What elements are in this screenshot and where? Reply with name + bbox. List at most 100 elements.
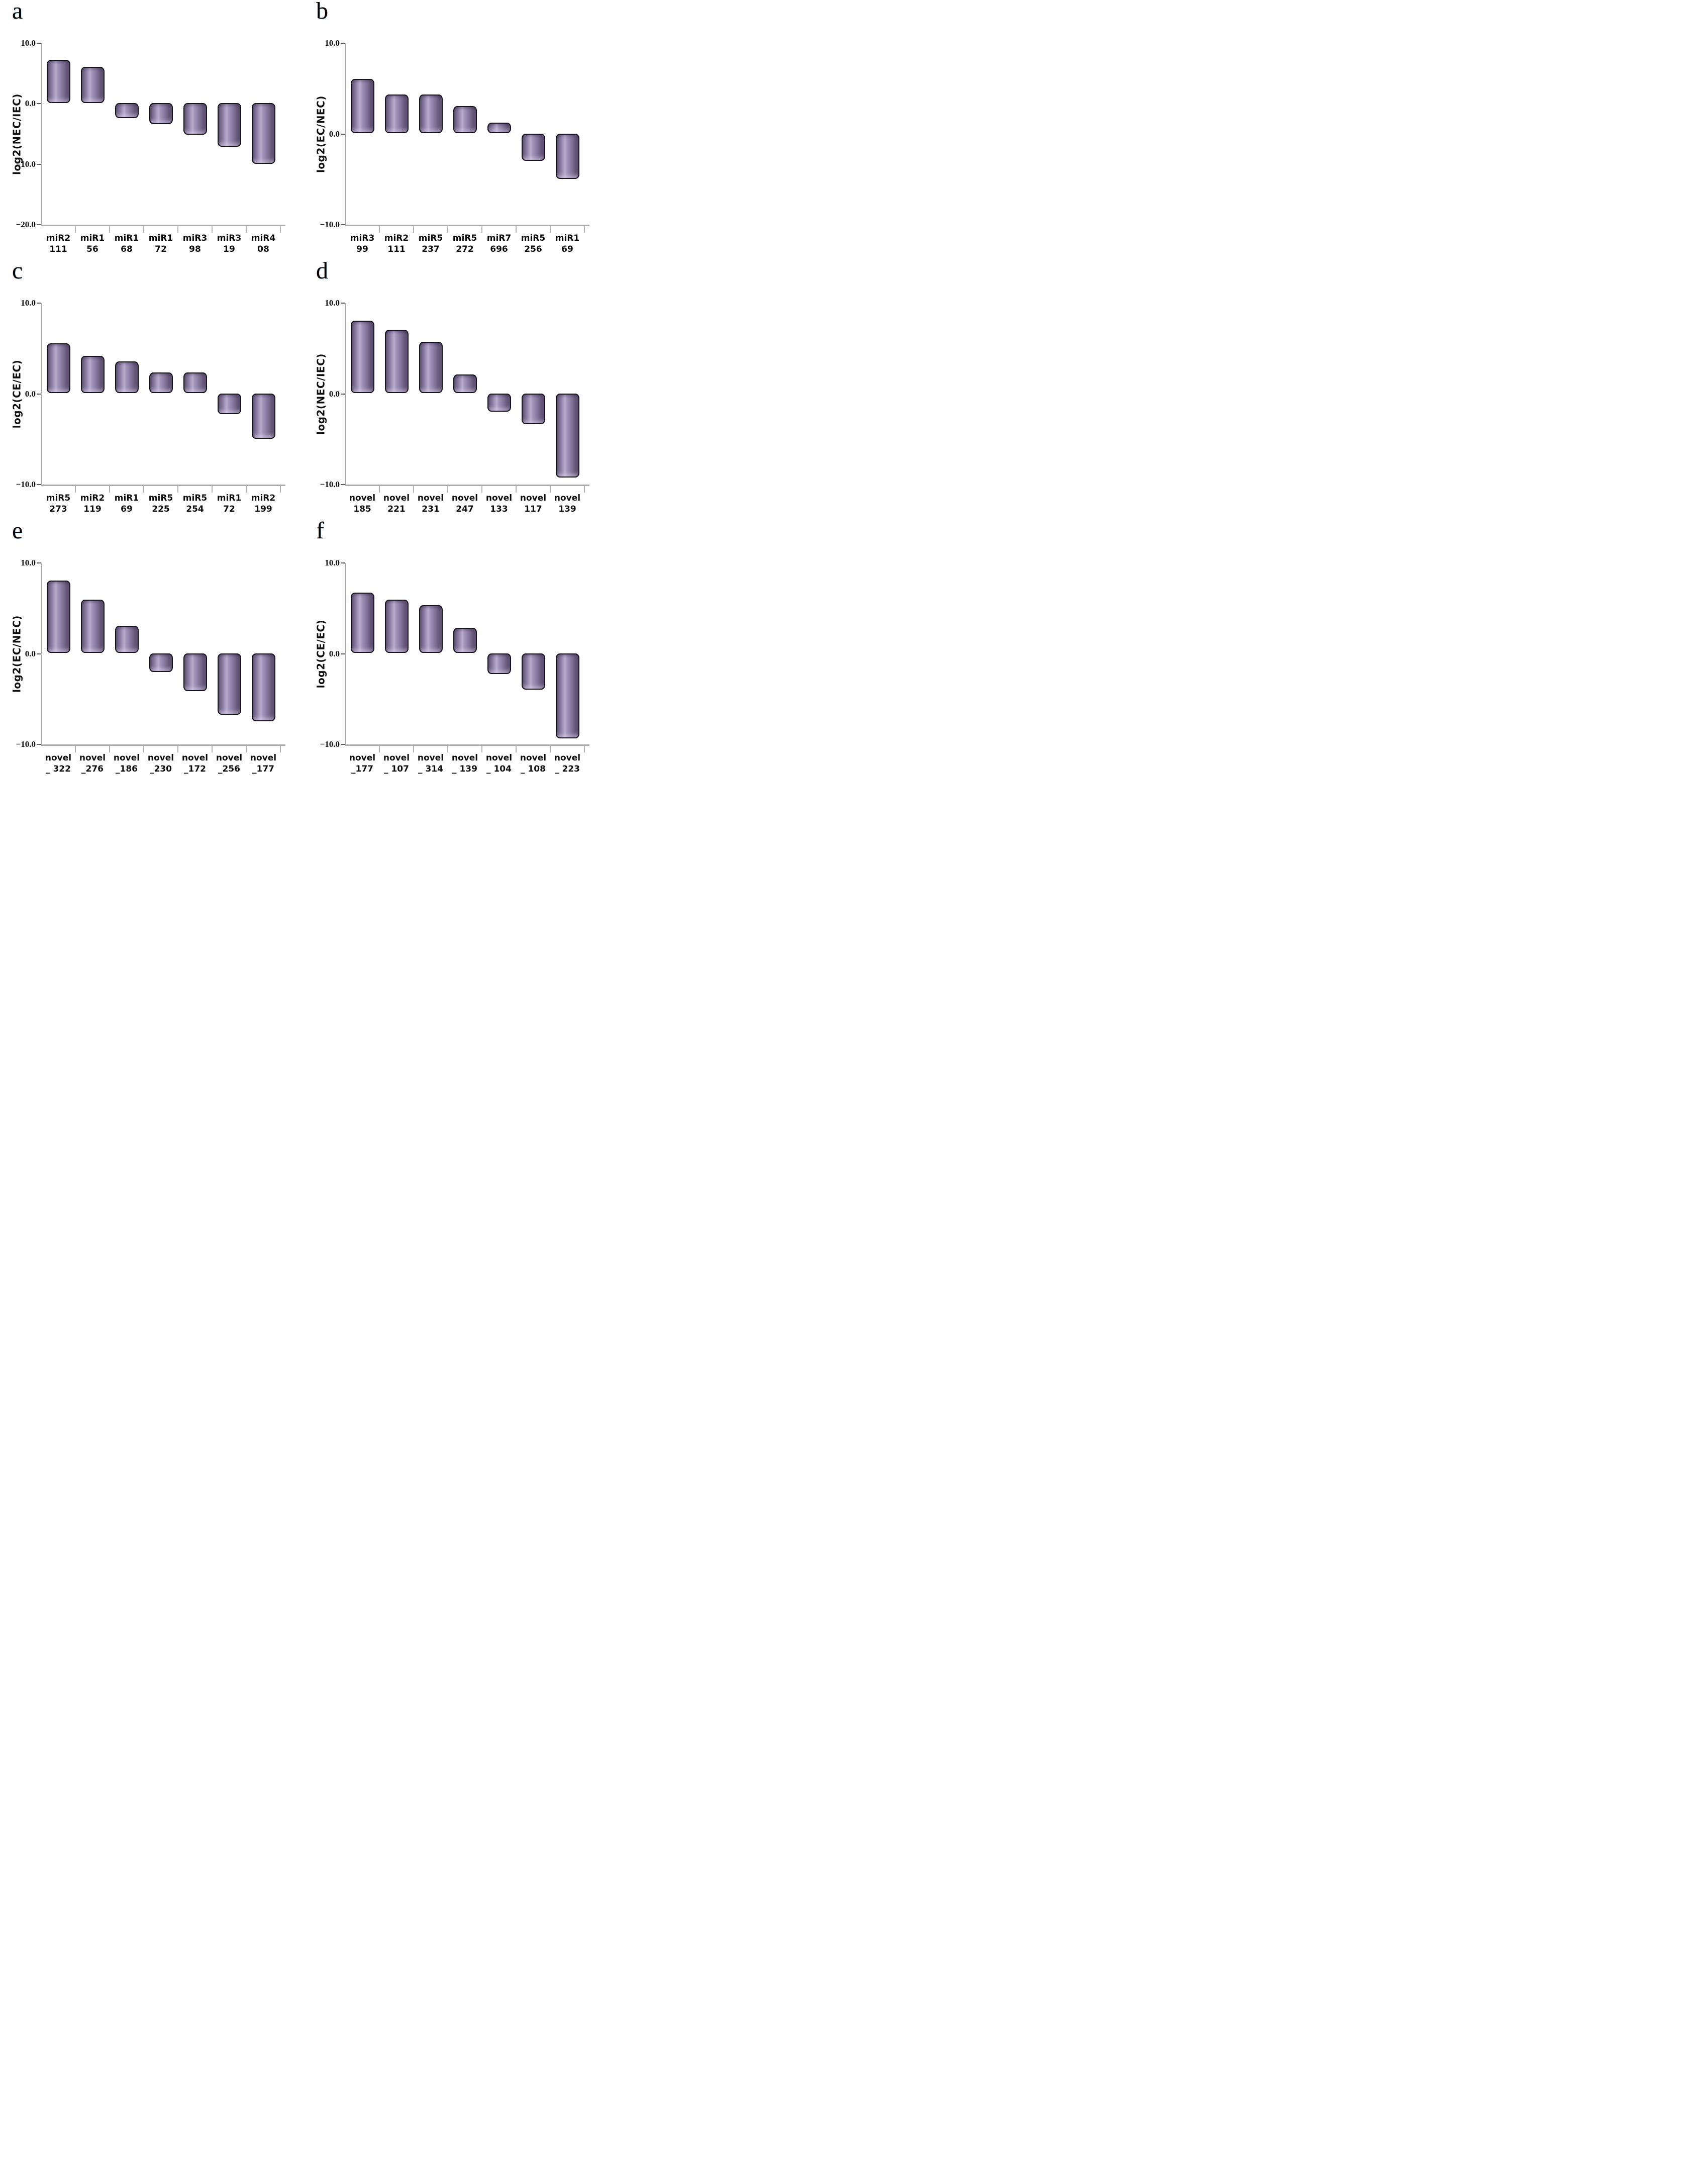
panel-f: f log2(CE/EC) 10.0 0.0 −10.0 novel _177 novel … — [304, 517, 608, 780]
x-category-label: novel _ 104 — [485, 753, 513, 774]
bar-novel_177 — [251, 653, 275, 721]
y-tick-label: 10.0 — [325, 38, 340, 48]
bar-miR172 — [149, 103, 173, 125]
y-tick-label: −10.0 — [16, 159, 36, 169]
x-axis-tick — [413, 486, 414, 493]
panel-a: a log2(NEC/IEC) 10.0 0.0 −10.0 −20.0 miR2 111 m… — [0, 0, 304, 260]
x-category-label: novel _ 108 — [520, 753, 547, 774]
panel-letter: d — [316, 257, 328, 284]
x-axis-tick — [516, 226, 517, 233]
bar-novel_186 — [115, 626, 139, 653]
panel-letter: b — [316, 0, 328, 24]
x-category-label: miR2 119 — [80, 493, 105, 514]
y-axis-tick — [37, 484, 41, 485]
bar-miR2199 — [251, 393, 275, 439]
bar-novel133 — [487, 393, 511, 412]
x-axis-tick — [516, 746, 517, 752]
x-category-label: novel 139 — [554, 493, 581, 514]
y-axis-tick — [37, 303, 41, 304]
x-axis-tick — [177, 486, 178, 493]
panel-b: b log2(EC/NEC) 10.0 0.0 −10.0 miR3 99 miR2 111… — [304, 0, 608, 260]
bar-miR319 — [217, 103, 241, 147]
x-category-label: novel _ 139 — [451, 753, 478, 774]
x-axis-tick — [550, 226, 551, 233]
x-axis-tick — [447, 746, 448, 752]
bar-miR5237 — [419, 94, 443, 134]
y-axis-tick — [341, 744, 345, 745]
x-category-label: novel _256 — [216, 753, 243, 774]
x-category-label: novel _172 — [181, 753, 209, 774]
bar-miR172 — [217, 393, 241, 414]
bar-miR5225 — [149, 372, 173, 394]
y-axis-line — [41, 303, 42, 486]
x-category-label: miR1 56 — [80, 233, 105, 254]
bar-novel_322 — [46, 581, 70, 653]
y-axis-tick — [341, 562, 345, 563]
x-category-label: novel _ 314 — [417, 753, 444, 774]
bar-novel221 — [384, 330, 409, 394]
x-category-label: miR1 68 — [114, 233, 139, 254]
x-category-label: miR5 254 — [182, 493, 208, 514]
bar-miR169 — [555, 133, 579, 179]
x-axis-tick — [143, 226, 144, 233]
x-axis-tick — [177, 746, 178, 752]
x-axis-line — [41, 225, 285, 226]
bar-miR5256 — [521, 133, 545, 161]
y-axis-title: log2(NEC/IEC) — [11, 93, 23, 175]
y-axis-tick — [37, 562, 41, 563]
y-tick-label: 0.0 — [25, 389, 36, 399]
x-axis-line — [345, 744, 589, 746]
x-axis-tick — [481, 746, 482, 752]
x-axis-tick — [516, 486, 517, 493]
x-axis-tick — [280, 226, 281, 233]
bar-miR5272 — [453, 106, 477, 134]
y-axis-line — [41, 563, 42, 745]
bar-miR156 — [80, 67, 105, 104]
y-tick-label: 0.0 — [25, 648, 36, 658]
bar-miR169 — [115, 361, 139, 394]
x-category-label: novel _177 — [349, 753, 376, 774]
y-tick-label: 10.0 — [325, 298, 340, 308]
x-axis-tick — [481, 226, 482, 233]
bar-novel117 — [521, 393, 545, 424]
x-axis-tick — [379, 746, 380, 752]
y-axis-line — [345, 303, 346, 486]
y-axis-tick — [37, 224, 41, 225]
bar-novel_177 — [350, 592, 374, 653]
x-axis-tick — [447, 226, 448, 233]
y-tick-label: 10.0 — [21, 38, 36, 48]
panel-letter: f — [316, 517, 324, 544]
bar-novel_276 — [80, 600, 105, 653]
y-tick-label: −20.0 — [16, 220, 36, 229]
x-category-label: novel 117 — [520, 493, 547, 514]
panel-d: d log2(NEC/IEC) 10.0 0.0 −10.0 novel 185 novel… — [304, 257, 608, 520]
x-category-label: miR4 08 — [251, 233, 276, 254]
y-tick-label: 0.0 — [329, 129, 340, 139]
y-tick-label: 10.0 — [21, 558, 36, 567]
x-axis-tick — [413, 746, 414, 752]
x-axis-tick — [550, 486, 551, 493]
x-category-label: miR5 225 — [148, 493, 173, 514]
y-axis-tick — [341, 224, 345, 225]
x-category-label: miR1 69 — [114, 493, 139, 514]
bar-miR408 — [251, 103, 275, 164]
x-category-label: novel 247 — [451, 493, 478, 514]
y-tick-label: −10.0 — [16, 480, 36, 489]
x-axis-tick — [280, 746, 281, 752]
x-axis-tick — [481, 486, 482, 493]
y-tick-label: 0.0 — [329, 648, 340, 658]
x-category-label: miR5 237 — [418, 233, 443, 254]
x-axis-tick — [212, 486, 213, 493]
x-category-label: miR2 111 — [384, 233, 409, 254]
bar-novel_230 — [149, 653, 173, 673]
x-axis-tick — [75, 486, 76, 493]
y-axis-tick — [37, 744, 41, 745]
x-axis-tick — [212, 746, 213, 752]
y-axis-tick — [341, 303, 345, 304]
y-axis-tick — [341, 43, 345, 44]
y-tick-label: 0.0 — [25, 99, 36, 109]
x-axis-tick — [212, 226, 213, 233]
x-category-label: miR1 72 — [148, 233, 173, 254]
x-axis-line — [345, 225, 589, 226]
y-axis-tick — [341, 393, 345, 395]
